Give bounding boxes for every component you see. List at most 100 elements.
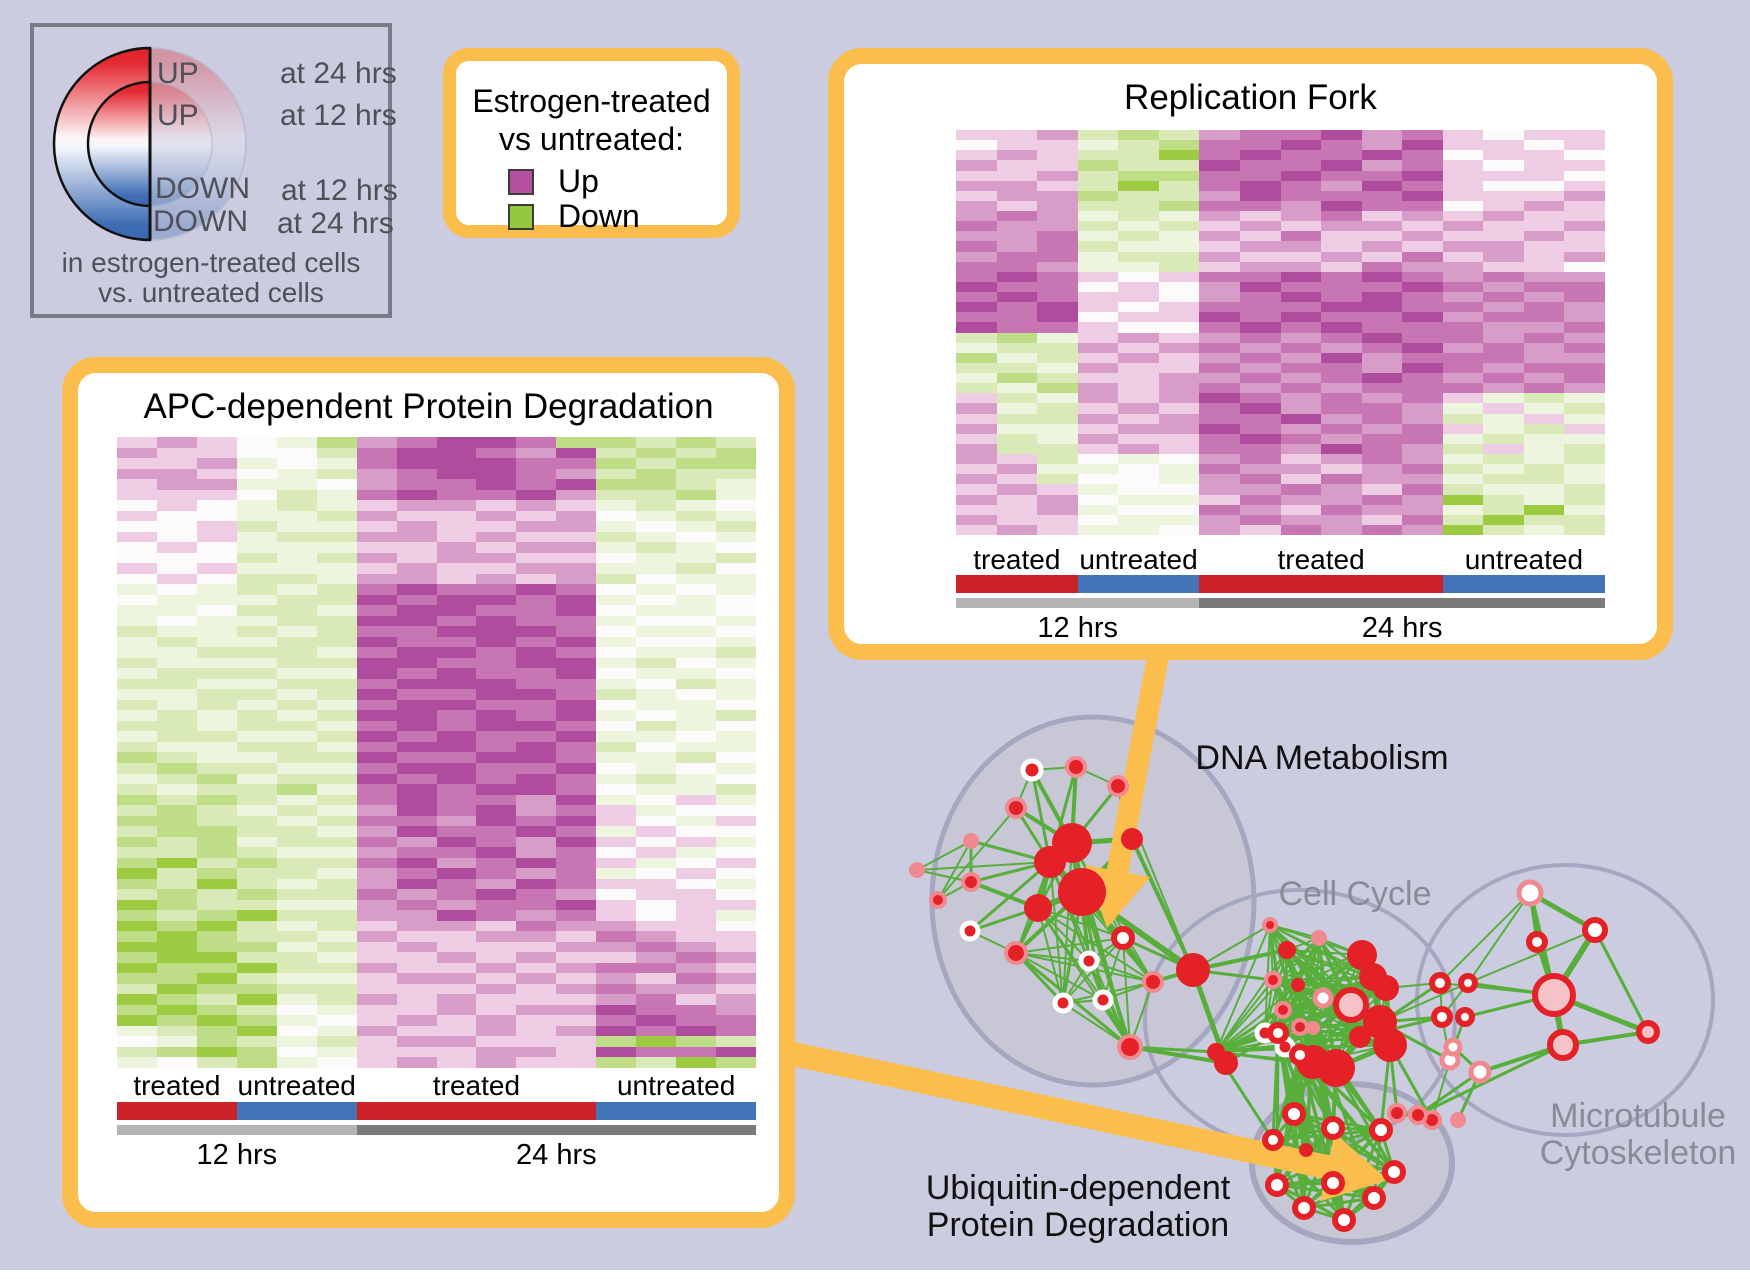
heatmap-cell [1118, 464, 1159, 475]
time-color-bar [956, 598, 1200, 608]
network-edge [1416, 1070, 1482, 1117]
heatmap-cell [1523, 281, 1565, 292]
heatmap-cell [516, 563, 557, 574]
heatmap-cell [716, 826, 756, 837]
heatmap-cell [1158, 504, 1200, 515]
heatmap-cell [156, 731, 197, 742]
heatmap-cell [596, 931, 637, 942]
heatmap-cell [556, 973, 597, 984]
heatmap-cell [1442, 241, 1484, 252]
heatmap-cell [1483, 494, 1524, 505]
heatmap-cell [436, 626, 477, 637]
heatmap-cell [1361, 251, 1403, 262]
group-color-bar [356, 1102, 597, 1120]
heatmap-cell [1118, 383, 1159, 394]
heatmap-cell [596, 552, 637, 564]
heatmap-cell [676, 573, 717, 585]
heatmap-cell [716, 468, 756, 480]
heatmap-cell [1564, 150, 1605, 161]
heatmap-cell [1361, 484, 1403, 495]
heatmap-cell [1402, 241, 1443, 252]
heatmap-cell [1564, 332, 1605, 343]
gene-node [1431, 1006, 1453, 1028]
heatmap-cell [516, 941, 557, 953]
heatmap-cell [276, 626, 317, 637]
heatmap-cell [1483, 352, 1524, 363]
heatmap-cell [556, 626, 597, 637]
heatmap-cell [436, 710, 477, 721]
heatmap-cell [1564, 403, 1605, 414]
heatmap-cell [636, 868, 677, 879]
heatmap-cell [1158, 474, 1200, 485]
heatmap-cell [1158, 221, 1200, 232]
heatmap-cell [356, 941, 397, 953]
heatmap-cell [1564, 322, 1605, 333]
heatmap-cell [1321, 454, 1362, 465]
network-edge [1080, 890, 1132, 1049]
heatmap-cell [996, 413, 1038, 424]
heatmap-cell [556, 678, 597, 690]
heatmap-cell [1037, 514, 1078, 525]
network-edge [937, 807, 1017, 901]
heatmap-cell [476, 699, 517, 711]
heatmap-cell [436, 1057, 477, 1068]
heatmap-cell [196, 678, 237, 690]
heatmap-cell [556, 437, 597, 448]
heatmap-cell [556, 941, 597, 953]
heatmap-cell [196, 1046, 237, 1058]
heatmap-cell [117, 857, 157, 869]
heatmap-cell [356, 584, 397, 595]
heatmap-cell [956, 342, 997, 353]
heatmap-cell [156, 489, 197, 501]
heatmap-cell [676, 741, 717, 753]
heatmap-cell [1523, 211, 1565, 222]
heatmap-cell [516, 763, 557, 774]
heatmap-cell [117, 952, 157, 963]
heatmap-cell [716, 521, 756, 532]
heatmap-cell [556, 763, 597, 774]
gene-node [1264, 971, 1282, 989]
heatmap-cell [1402, 362, 1443, 373]
heatmap-cell [1077, 180, 1119, 191]
heatmap-cell [676, 889, 717, 900]
gene-node [1468, 1060, 1492, 1084]
heatmap-cell [236, 815, 277, 827]
heatmap-cell [1523, 383, 1565, 394]
heatmap-cell [196, 1025, 237, 1037]
heatmap-cell [276, 636, 317, 648]
legend-down-24-word: DOWN [153, 205, 248, 238]
heatmap-cell [1158, 261, 1200, 272]
heatmap-cell [676, 910, 717, 921]
heatmap-cell [1037, 271, 1078, 282]
heatmap-cell [1361, 494, 1403, 505]
heatmap-cell [1158, 403, 1200, 414]
heatmap-cell [396, 920, 437, 932]
heatmap-cell [276, 1057, 317, 1068]
heatmap-cell [276, 973, 317, 984]
heatmap-cell [1564, 433, 1605, 444]
heatmap-cell [156, 741, 197, 753]
heatmap-cell [676, 847, 717, 858]
heatmap-cell [1564, 514, 1605, 525]
heatmap-cell [476, 710, 517, 721]
heatmap-cell [276, 437, 317, 448]
heatmap-cell [1239, 160, 1281, 171]
heatmap-cell [516, 479, 557, 490]
heatmap-cell [356, 994, 397, 1005]
heatmap-cell [956, 322, 997, 333]
heatmap-cell [196, 626, 237, 637]
gene-node [1034, 846, 1066, 878]
heatmap-cell [1037, 494, 1078, 505]
heatmap-cell [117, 973, 157, 984]
heatmap-cell [556, 521, 597, 532]
heatmap-cell [1321, 312, 1362, 323]
heatmap-cell [1077, 484, 1119, 495]
heatmap-cell [196, 689, 237, 700]
heatmap-cell [636, 573, 677, 585]
heatmap-cell [636, 941, 677, 953]
heatmap-cell [1280, 433, 1322, 444]
heatmap-cell [117, 773, 157, 785]
time-color-bar [356, 1125, 756, 1135]
heatmap-cell [1239, 494, 1281, 505]
heatmap-cell [396, 983, 437, 995]
